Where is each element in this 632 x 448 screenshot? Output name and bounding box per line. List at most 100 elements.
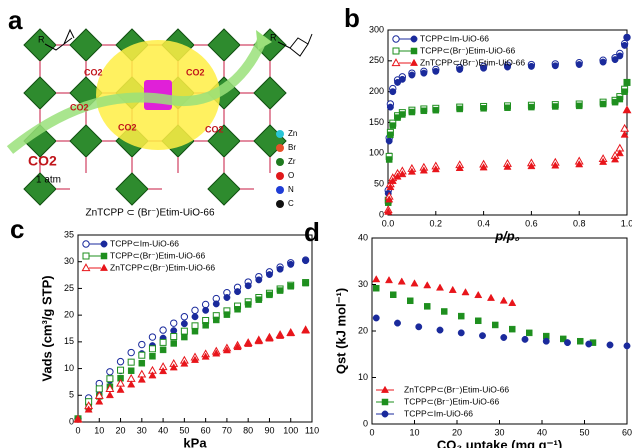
x-tick-label: 0.8 (573, 218, 586, 228)
point (577, 337, 584, 345)
y-tick-label: 150 (369, 117, 384, 127)
zr-cluster (23, 172, 57, 206)
product-r: R (270, 32, 277, 42)
legend-label: TCPP⊂(Br⁻)Etim-UiO-66 (110, 250, 205, 260)
point (170, 340, 177, 347)
point (492, 321, 499, 329)
atom-swatch (276, 144, 284, 152)
point (386, 103, 394, 111)
atom-swatch (276, 130, 284, 138)
atom-swatch (276, 172, 284, 180)
point (385, 195, 394, 203)
point (386, 182, 395, 191)
point (389, 88, 397, 96)
plot-frame (77, 234, 313, 423)
atom-label: C (288, 199, 294, 208)
point (616, 52, 624, 60)
point (391, 58, 401, 67)
point (302, 257, 310, 265)
point (159, 338, 167, 346)
point (244, 339, 253, 347)
atom-label: Zn (288, 129, 297, 138)
point (116, 357, 125, 366)
x-tick-label: 20 (116, 425, 126, 435)
epoxide (44, 28, 75, 51)
point (455, 163, 464, 171)
zr-cluster (253, 124, 287, 158)
point (99, 263, 109, 271)
point (244, 282, 252, 290)
mof-diagram: a R R CO2 CO2 CO2 CO2 CO2 CO2 1 atm ZnTC… (6, 5, 313, 219)
point (432, 106, 440, 114)
co2-label: CO2 (186, 67, 205, 77)
point (420, 107, 428, 115)
point (100, 240, 108, 248)
zr-cluster (23, 76, 57, 110)
x-tick-label: 10 (409, 427, 419, 437)
point (234, 306, 241, 313)
point (191, 306, 199, 315)
point (387, 131, 394, 139)
point (213, 316, 220, 324)
point (420, 69, 428, 77)
point (159, 346, 167, 354)
point (201, 300, 210, 309)
point (181, 333, 188, 341)
point (621, 41, 629, 49)
point (223, 294, 231, 301)
point (266, 291, 273, 299)
point (623, 342, 631, 350)
point (480, 64, 488, 72)
caption: ZnTCPP ⊂ (Br⁻)Etim-UiO-66 (85, 208, 214, 219)
point (410, 279, 419, 287)
point (504, 63, 511, 71)
point (148, 333, 157, 341)
point (551, 161, 560, 169)
x-tick-label: 0 (75, 425, 80, 435)
point (398, 169, 407, 178)
point (432, 67, 440, 75)
point (436, 326, 444, 334)
panel-label: d (304, 217, 320, 247)
x-axis-label: CO₂ uptake (mg g⁻¹) (437, 437, 562, 448)
atom-swatch (276, 158, 284, 166)
x-tick-label: 60 (201, 425, 211, 435)
x-axis-label: p/p₀ (494, 228, 520, 243)
x-tick-label: 10 (94, 425, 104, 435)
point (486, 293, 496, 301)
y-tick-label: 0 (363, 418, 368, 428)
legend-label: TCPP⊂(Br⁻)Etim-UiO-66 (404, 396, 499, 406)
point (202, 322, 209, 329)
point (384, 276, 394, 284)
atom-legend: Zn Br Zr ONC (276, 129, 297, 208)
point (138, 359, 146, 367)
legend-label: ZnTCPP⊂(Br⁻)Etim-UiO-66 (110, 262, 215, 272)
x-tick-label: 0.2 (430, 218, 443, 228)
point (456, 105, 463, 113)
point (255, 276, 263, 284)
x-tick-label: 60 (622, 427, 632, 437)
point (407, 297, 414, 305)
x-tick-label: 0.0 (382, 218, 395, 228)
point (106, 368, 114, 376)
point (159, 326, 167, 334)
point (127, 358, 135, 366)
point (100, 252, 108, 260)
point (423, 281, 432, 289)
point (397, 277, 406, 285)
point (424, 303, 431, 310)
point (419, 166, 428, 174)
co2-feed: CO2 (28, 153, 57, 169)
point (180, 313, 189, 321)
point (398, 75, 406, 83)
point (575, 61, 583, 68)
point (255, 296, 263, 303)
point (372, 314, 380, 322)
y-tick-label: 40 (358, 232, 368, 242)
point (390, 291, 397, 298)
zr-cluster (69, 124, 103, 158)
x-tick-label: 100 (283, 425, 298, 435)
point (474, 290, 483, 299)
zr-cluster (69, 28, 103, 62)
co2-label: CO2 (118, 122, 137, 132)
